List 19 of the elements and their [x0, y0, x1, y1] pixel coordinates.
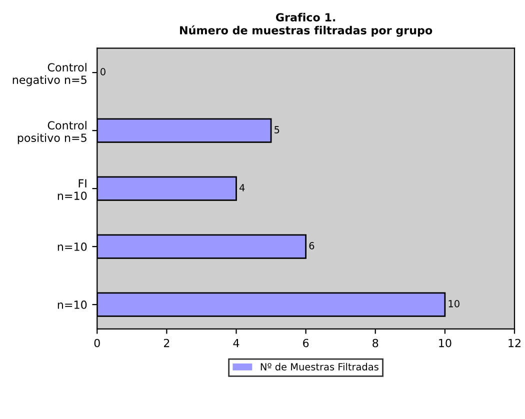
y-tick-label: FI n=10	[58, 179, 87, 200]
y-tick-label: n=10	[58, 242, 87, 251]
x-tick-label: 2	[164, 338, 170, 348]
x-tick-label: 0	[94, 338, 100, 348]
x-tick-label: 12	[508, 338, 520, 348]
y-tick-label: n=10	[58, 300, 87, 309]
legend-label: Nº de Muestras Filtradas	[260, 362, 378, 370]
x-tick-label: 4	[233, 338, 240, 348]
x-tick-label: 10	[439, 338, 452, 348]
chart-title: Grafico 1. Número de muestras filtradas por grupo	[180, 12, 432, 37]
y-tick-label: Control negativo n=5	[12, 62, 86, 86]
data-label: 6	[309, 242, 314, 250]
data-label: 0	[100, 68, 106, 76]
y-tick-label: Control positivo n=5	[18, 120, 86, 144]
x-tick-label: 8	[372, 338, 378, 348]
x-tick-label: 6	[303, 338, 309, 348]
data-label: 4	[240, 184, 245, 192]
data-label: 5	[274, 126, 280, 134]
data-label: 10	[448, 300, 460, 308]
